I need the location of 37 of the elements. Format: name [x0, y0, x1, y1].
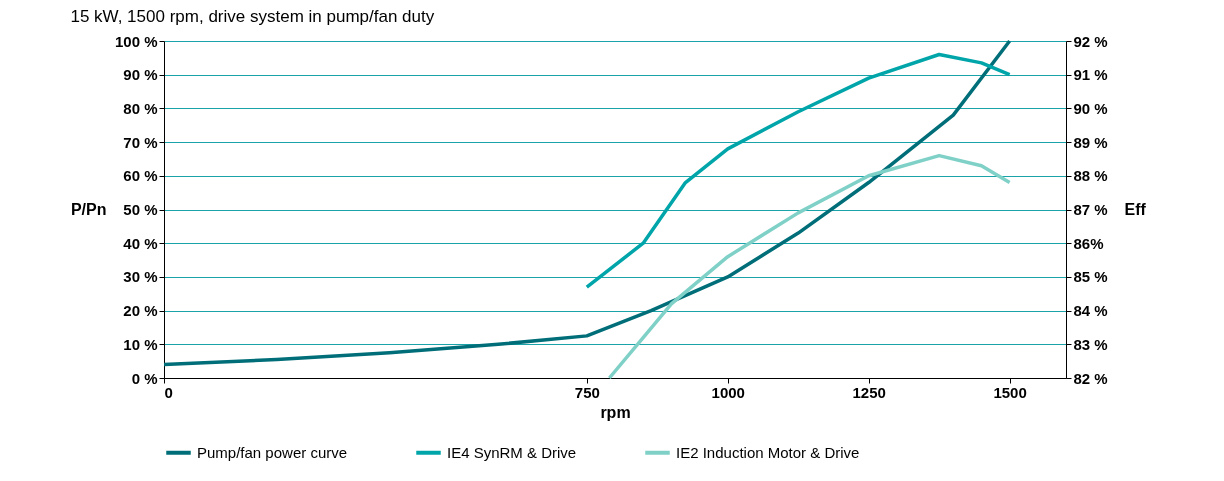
y-tick-label: 40 %: [123, 234, 158, 252]
y-axis-title: P/Pn: [70, 201, 107, 218]
y2-tick-label: 88 %: [1073, 167, 1108, 185]
x-tick-label: 1250: [852, 383, 886, 401]
y2-tick-label: 84 %: [1073, 302, 1108, 320]
x-tick-label: 0: [164, 383, 173, 401]
y2-tick-label: 92 %: [1073, 32, 1108, 50]
y-tick-label: 70 %: [123, 133, 158, 151]
y-tick-label: 90 %: [123, 66, 158, 84]
y-tick-label: 10 %: [123, 335, 158, 353]
legend-label: Pump/fan power curve: [197, 443, 348, 461]
y-tick-label: 30 %: [123, 268, 158, 286]
x-tick-label: 1500: [993, 383, 1027, 401]
legend-label: IE4 SynRM & Drive: [447, 443, 577, 461]
y2-tick-label: 87 %: [1073, 201, 1108, 218]
y-tick-label: 20 %: [123, 302, 158, 320]
y2-tick-label: 91 %: [1073, 66, 1108, 84]
legend-label: IE2 Induction Motor & Drive: [676, 443, 860, 461]
line-series: [162, 39, 1012, 367]
y2-axis-title: Eff: [1124, 201, 1147, 218]
y2-tick-label: 83 %: [1073, 335, 1108, 353]
y-tick-label: 80 %: [123, 99, 158, 117]
y2-tick-label: 90 %: [1073, 99, 1108, 117]
y-tick-label: 0 %: [131, 369, 158, 387]
x-axis-title: rpm: [600, 403, 631, 421]
y2-tick-label: 89 %: [1073, 133, 1108, 151]
y2-tick-label: 85 %: [1073, 268, 1108, 286]
chart-title: 15 kW, 1500 rpm, drive system in pump/fan duty: [70, 7, 435, 26]
x-tick-label: 750: [574, 383, 600, 401]
y-tick-label: 60 %: [123, 167, 158, 185]
y-tick-label: 50 %: [123, 201, 158, 218]
y-tick-label: 100 %: [114, 32, 158, 50]
x-tick-label: 1000: [711, 383, 745, 401]
line-series: [585, 52, 1012, 289]
line-series: [607, 153, 1012, 380]
y2-tick-label: 82 %: [1073, 369, 1108, 387]
y2-tick-label: 86%: [1073, 234, 1104, 252]
